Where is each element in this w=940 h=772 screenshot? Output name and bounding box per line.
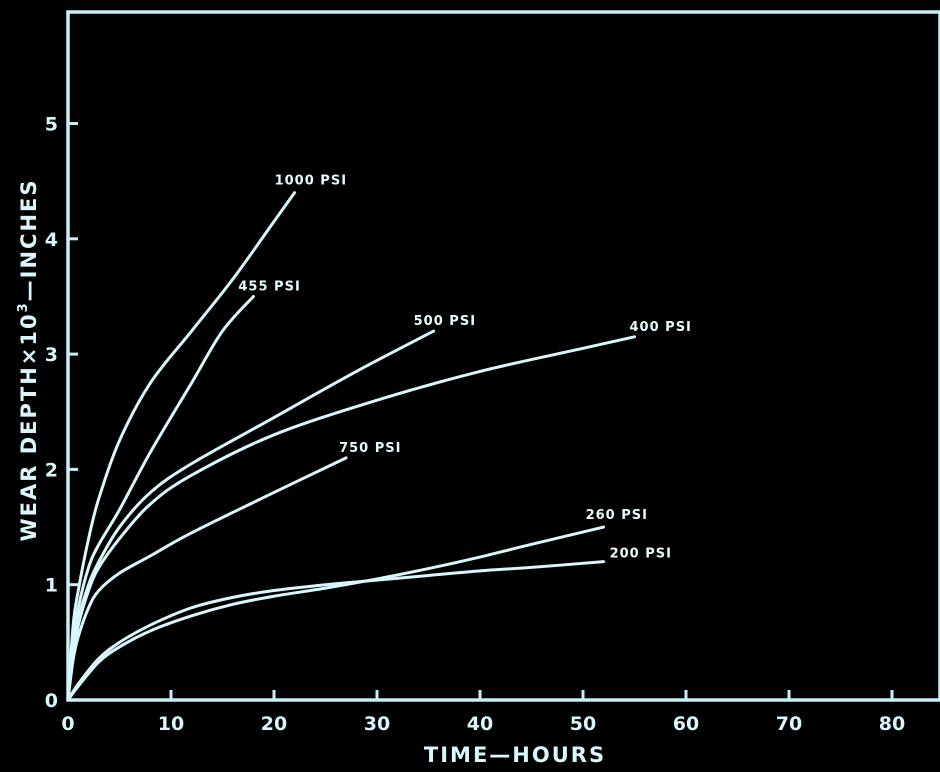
series-curves (66, 191, 636, 702)
x-tick-label: 60 (673, 713, 699, 735)
y-axis-title-sup: 3 (16, 301, 31, 312)
y-tick-label: 3 (45, 344, 58, 366)
series-label: 260 PSI (586, 508, 648, 523)
y-tick-label: 2 (45, 459, 58, 481)
series-label: 200 PSI (610, 547, 672, 562)
series-line (66, 294, 255, 702)
series-label: 455 PSI (238, 279, 300, 294)
series-label: 750 PSI (339, 441, 401, 456)
y-tick-label: 4 (45, 229, 58, 251)
x-tick-label: 50 (570, 713, 596, 735)
y-axis-title: WEAR DEPTH×103—INCHES (16, 178, 41, 541)
series-line (66, 191, 297, 702)
series-line (66, 335, 636, 702)
series-labels: 1000 PSI 455 PSI 500 PSI 400 PSI 750 PSI 260 … (238, 174, 692, 562)
x-tick-label: 40 (467, 713, 493, 735)
x-tick-label: 70 (776, 713, 802, 735)
y-axis-title-suffix: —INCHES (17, 178, 41, 301)
axis-ticks: 0 10 20 30 40 50 60 70 80 0 1 2 3 4 5 (45, 114, 905, 736)
y-tick-label: 1 (45, 575, 58, 597)
series-line (66, 456, 348, 702)
series-label: 400 PSI (630, 320, 692, 335)
series-line (66, 525, 606, 702)
y-axis-title-prefix: WEAR DEPTH×10 (17, 312, 41, 541)
x-tick-label: 20 (261, 713, 287, 735)
plot-frame (66, 10, 940, 702)
x-tick-label: 80 (879, 713, 905, 735)
series-label: 1000 PSI (275, 174, 347, 189)
x-tick-label: 10 (158, 713, 184, 735)
y-tick-label: 5 (45, 114, 58, 136)
x-axis-title: TIME—HOURS (424, 743, 606, 767)
series-line (66, 560, 606, 702)
series-label: 500 PSI (414, 314, 476, 329)
x-tick-label: 30 (364, 713, 390, 735)
x-tick-label: 0 (61, 713, 74, 735)
y-tick-label: 0 (45, 690, 58, 712)
